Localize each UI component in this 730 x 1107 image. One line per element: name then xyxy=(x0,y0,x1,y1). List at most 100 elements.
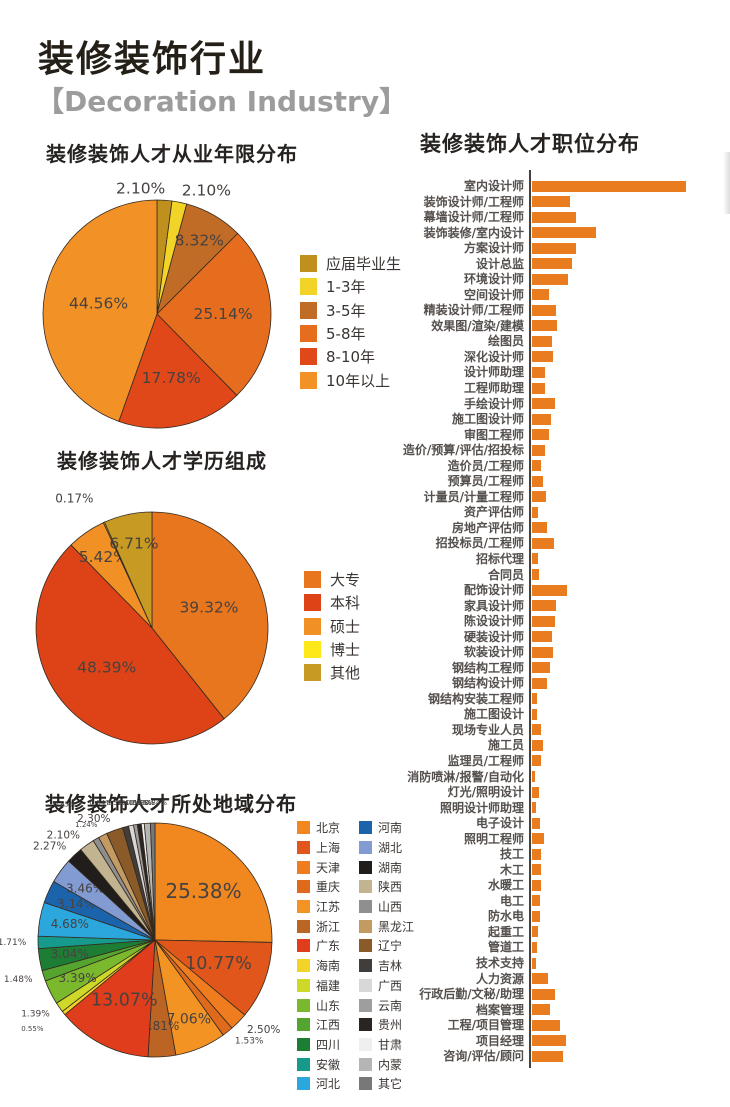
bar xyxy=(532,584,567,596)
legend-label: 上海 xyxy=(316,841,341,856)
legend-item: 云南 xyxy=(359,995,431,1015)
bar xyxy=(532,196,570,208)
legend-label: 硕士 xyxy=(330,617,361,636)
bar xyxy=(532,771,535,783)
legend-label: 山西 xyxy=(378,900,403,915)
bar xyxy=(532,910,540,922)
bar-label: 工程师助理 xyxy=(463,381,524,396)
bar xyxy=(532,817,540,829)
positions-chart-title: 装修装饰人才职位分布 xyxy=(420,132,640,156)
legend-label: 北京 xyxy=(316,821,341,836)
legend-label: 甘肃 xyxy=(378,1037,403,1052)
bar xyxy=(532,180,686,192)
experience-legend: 应届毕业生 1-3年 3-5年 5-8年 8-10年 10年以上 xyxy=(300,252,401,392)
bar-label: 室内设计师 xyxy=(463,179,524,193)
legend-swatch xyxy=(297,939,310,953)
bar xyxy=(532,693,537,705)
bar xyxy=(532,786,539,798)
legend-label: 5-8年 xyxy=(326,325,366,344)
legend-swatch xyxy=(304,664,321,682)
bar xyxy=(532,1019,560,1031)
page-title: 装修装饰行业 xyxy=(38,39,267,80)
bar-label: 电工 xyxy=(499,893,524,908)
legend-item: 河北 xyxy=(297,1074,359,1094)
legend-item: 广西 xyxy=(359,976,431,996)
page-edge-shade xyxy=(723,152,730,214)
bar-label: 木工 xyxy=(499,862,524,877)
legend-label: 其它 xyxy=(378,1077,403,1092)
legend-item: 山东 xyxy=(297,995,359,1015)
bar xyxy=(532,864,541,876)
legend-label: 天津 xyxy=(316,860,341,875)
bar xyxy=(532,320,557,332)
legend-label: 博士 xyxy=(330,641,361,660)
legend-item: 贵州 xyxy=(359,1015,431,1035)
bar xyxy=(532,289,549,301)
bar-label: 施工图设计 xyxy=(463,707,524,722)
legend-item: 湖南 xyxy=(359,857,431,877)
legend-swatch xyxy=(300,255,317,273)
legend-swatch xyxy=(359,821,372,835)
bar-label: 项目经理 xyxy=(475,1033,524,1048)
experience-chart-title: 装修装饰人才从业年限分布 xyxy=(46,142,298,166)
legend-label: 辽宁 xyxy=(378,939,403,954)
bar xyxy=(532,926,538,938)
bar-label: 技工 xyxy=(499,847,524,862)
legend-item: 江苏 xyxy=(297,897,359,917)
legend-item: 天津 xyxy=(297,857,359,877)
legend-swatch xyxy=(359,998,372,1012)
legend-swatch xyxy=(359,841,372,855)
legend-label: 本科 xyxy=(330,594,361,613)
legend-item: 上海 xyxy=(297,838,359,858)
bar xyxy=(532,227,596,239)
legend-item: 四川 xyxy=(297,1035,359,1055)
legend-item: 陕西 xyxy=(359,877,431,897)
bar-label: 行政后勤/文秘/助理 xyxy=(419,987,524,1002)
legend-label: 四川 xyxy=(316,1037,341,1052)
legend-swatch xyxy=(297,900,310,914)
legend-label: 陕西 xyxy=(378,880,403,895)
bar-label: 招标代理 xyxy=(475,551,524,566)
legend-swatch xyxy=(359,1037,372,1051)
legend-label: 湖北 xyxy=(378,841,403,856)
bar xyxy=(532,957,536,969)
bar-label: 消防喷淋/报警/自动化 xyxy=(407,769,524,784)
legend-item: 浙江 xyxy=(297,916,359,936)
bar-label: 环境设计师 xyxy=(463,272,524,287)
bar-label: 设计师助理 xyxy=(463,365,524,380)
bar-label: 陈设设计师 xyxy=(463,614,524,629)
legend-label: 1-3年 xyxy=(326,278,366,297)
legend-swatch xyxy=(359,1057,372,1071)
legend-label: 其他 xyxy=(330,664,361,683)
bar-label: 照明设计师助理 xyxy=(439,800,524,815)
bar-label: 幕墙设计师/工程师 xyxy=(423,210,524,225)
bar xyxy=(532,429,549,441)
bar xyxy=(532,460,541,472)
bar-label: 工程/项目管理 xyxy=(447,1018,524,1033)
bar xyxy=(532,848,541,860)
bar-label: 预算员/工程师 xyxy=(447,474,524,489)
legend-swatch xyxy=(297,880,310,894)
bar xyxy=(532,506,538,518)
legend-swatch xyxy=(304,594,321,612)
legend-item: 甘肃 xyxy=(359,1035,431,1055)
bar-label: 电子设计 xyxy=(475,816,524,831)
legend-label: 浙江 xyxy=(316,919,341,934)
education-chart-title: 装修装饰人才学历组成 xyxy=(57,449,267,473)
legend-swatch xyxy=(297,1077,310,1091)
legend-item: 江西 xyxy=(297,1015,359,1035)
legend-item: 1-3年 xyxy=(300,275,401,298)
bar xyxy=(532,537,554,549)
legend-swatch xyxy=(359,880,372,894)
bar xyxy=(532,631,552,643)
bar-label: 设计总监 xyxy=(475,256,524,271)
legend-swatch xyxy=(297,998,310,1012)
legend-item: 福建 xyxy=(297,976,359,996)
legend-label: 吉林 xyxy=(378,959,403,974)
legend-label: 福建 xyxy=(316,978,341,993)
legend-swatch xyxy=(297,1037,310,1051)
legend-item: 辽宁 xyxy=(359,936,431,956)
bar xyxy=(532,398,555,410)
bar-label: 造价员/工程师 xyxy=(447,458,524,473)
